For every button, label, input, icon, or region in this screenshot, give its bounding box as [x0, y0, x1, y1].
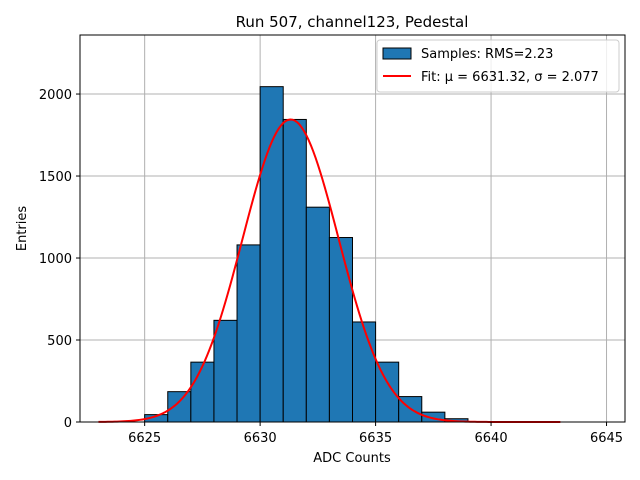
y-tick-label: 1000	[39, 252, 72, 267]
histogram-bar	[213, 319, 238, 423]
y-tick-label: 500	[47, 334, 72, 349]
histogram-bar	[282, 118, 307, 423]
y-tick-label: 0	[64, 416, 72, 431]
legend-label-samples: Samples: RMS=2.23	[421, 47, 553, 62]
histogram-bar	[328, 237, 353, 423]
legend-box	[376, 39, 620, 93]
histogram-bar	[352, 321, 377, 423]
y-axis-label: Entries	[15, 206, 30, 252]
x-tick-label: 6645	[590, 431, 623, 446]
histogram-bars	[144, 86, 469, 423]
histogram-bar	[167, 391, 192, 423]
x-axis-label: ADC Counts	[313, 451, 391, 466]
axes-frame	[79, 34, 626, 423]
histogram-bar	[259, 86, 284, 423]
y-tick-label: 2000	[39, 88, 72, 103]
legend: Samples: RMS=2.23 Fit: μ = 6631.32, σ = …	[376, 39, 620, 93]
x-axis-ticks: 6625 6630 6635 6640 6645	[128, 422, 623, 446]
y-axis-ticks: 0 500 1000 1500 2000	[39, 88, 80, 431]
x-tick-label: 6625	[128, 431, 161, 446]
legend-swatch-samples	[382, 47, 412, 60]
histogram-bar	[375, 361, 400, 423]
histogram-bar	[190, 361, 215, 423]
x-tick-label: 6630	[244, 431, 277, 446]
chart-title: Run 507, channel123, Pedestal	[236, 13, 469, 31]
histogram-bar	[236, 244, 261, 423]
legend-label-fit: Fit: μ = 6631.32, σ = 2.077	[421, 70, 599, 85]
x-tick-label: 6635	[359, 431, 392, 446]
histogram-bar	[305, 206, 330, 423]
x-tick-label: 6640	[475, 431, 508, 446]
y-tick-label: 1500	[39, 170, 72, 185]
